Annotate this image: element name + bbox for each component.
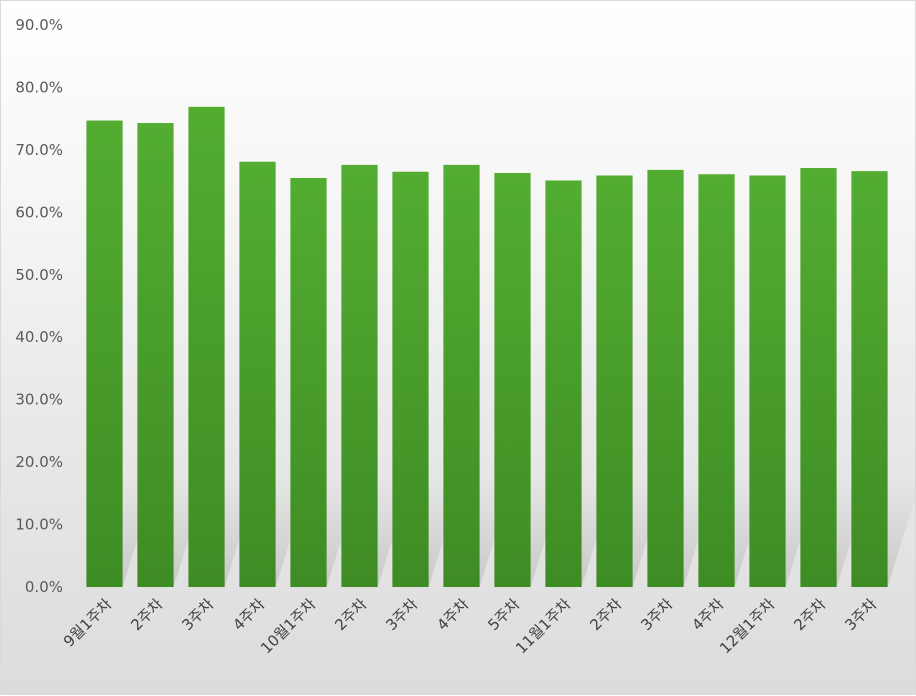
y-tick-label: 20.0% — [15, 453, 63, 471]
x-category-label: 2주차 — [127, 595, 166, 634]
y-tick-label: 50.0% — [15, 266, 63, 284]
x-category-label: 3주차 — [637, 595, 676, 634]
y-tick-label: 70.0% — [15, 141, 63, 159]
x-category-label: 2주차 — [790, 595, 829, 634]
x-category-label: 4주차 — [433, 595, 472, 634]
bar — [392, 171, 429, 587]
y-tick-label: 10.0% — [15, 516, 63, 534]
y-tick-label: 60.0% — [15, 203, 63, 221]
x-category-label: 11월1주차 — [512, 595, 574, 657]
x-category-label: 9월1주차 — [60, 595, 116, 651]
x-category-label: 5주차 — [484, 595, 523, 634]
y-tick-label: 40.0% — [15, 328, 63, 346]
x-category-label: 4주차 — [688, 595, 727, 634]
bar — [800, 167, 837, 587]
y-tick-label: 0.0% — [25, 578, 63, 596]
x-category-label: 3주차 — [382, 595, 421, 634]
x-category-label: 12월1주차 — [716, 595, 778, 657]
x-category-label: 2주차 — [331, 595, 370, 634]
bar — [545, 180, 582, 587]
bar — [290, 177, 327, 587]
x-category-label: 3주차 — [841, 595, 880, 634]
x-category-label: 4주차 — [229, 595, 268, 634]
bar — [851, 171, 888, 587]
bar — [137, 123, 174, 587]
bar — [341, 164, 378, 587]
x-category-label: 2주차 — [586, 595, 625, 634]
bar — [188, 106, 225, 588]
bar — [647, 169, 684, 588]
bar — [86, 120, 123, 587]
bar — [749, 175, 786, 588]
bar — [239, 161, 276, 587]
y-tick-label: 30.0% — [15, 391, 63, 409]
bar — [494, 172, 531, 587]
y-tick-label: 90.0% — [15, 16, 63, 34]
bar — [443, 164, 480, 587]
x-category-label: 3주차 — [178, 595, 217, 634]
bars-group — [86, 106, 888, 588]
y-tick-label: 80.0% — [15, 78, 63, 96]
y-axis-tick-labels: 0.0% 10.0% 20.0% 30.0% 40.0% 50.0% 60.0% 70.0% 8… — [15, 16, 63, 596]
bar — [596, 175, 633, 588]
bar — [698, 174, 735, 587]
x-category-label: 10월1주차 — [257, 595, 319, 657]
